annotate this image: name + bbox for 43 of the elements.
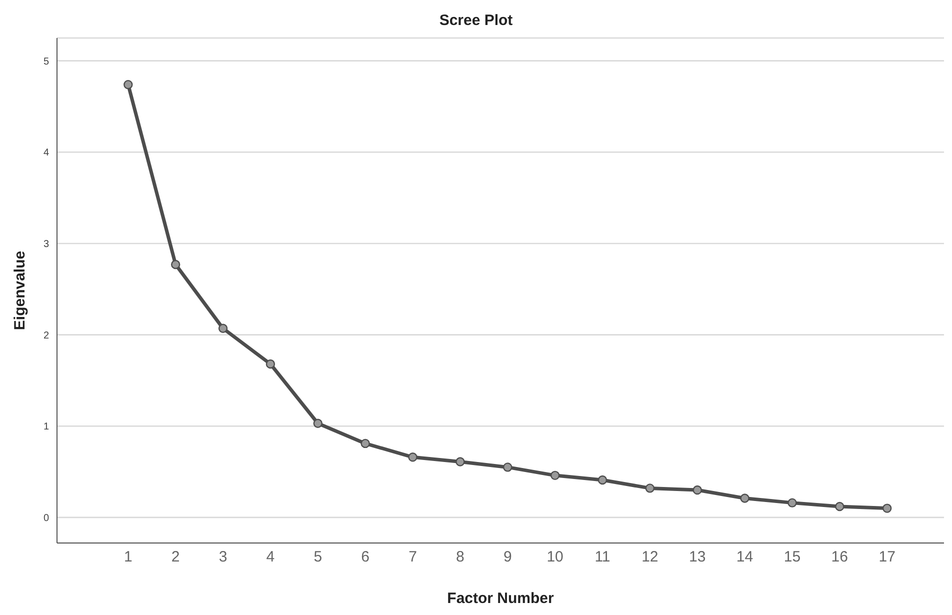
x-tick-label: 11 [594, 548, 610, 566]
y-tick-label: 4 [43, 148, 50, 159]
x-tick-label: 7 [408, 548, 417, 566]
point [124, 80, 133, 90]
x-tick-label: 10 [546, 548, 564, 566]
x-tick-label: 2 [171, 548, 180, 566]
y-tick-label: 5 [43, 56, 50, 68]
x-tick-label: 5 [314, 548, 322, 566]
x-tick-label: 1 [124, 548, 132, 566]
point [835, 502, 844, 512]
x-tick-label: 3 [218, 548, 228, 566]
x-axis-title: Factor Number [447, 590, 554, 607]
point [645, 484, 655, 493]
x-tick-label: 13 [689, 548, 706, 566]
chart-title: Scree Plot [438, 12, 514, 29]
point [503, 462, 512, 472]
point [598, 475, 608, 485]
x-tick-label: 6 [361, 548, 370, 566]
point [692, 485, 702, 495]
point [218, 324, 228, 333]
point [360, 438, 370, 448]
x-tick-label: 4 [266, 548, 275, 566]
point [740, 494, 750, 503]
x-tick-label: 16 [831, 548, 848, 566]
y-tick-label: 1 [43, 422, 50, 433]
point [788, 498, 797, 508]
x-tick-label: 15 [784, 548, 801, 566]
x-tick-label: 14 [736, 548, 754, 566]
point [550, 470, 560, 480]
point [456, 457, 465, 466]
x-tick-label: 12 [642, 548, 658, 566]
point [170, 260, 180, 270]
x-tick-label: 8 [456, 548, 464, 566]
point [266, 359, 276, 369]
y-tick-label: 3 [43, 239, 50, 250]
y-axis-title: Eigenvalue [11, 250, 28, 330]
x-tick-label: 9 [503, 548, 512, 566]
y-tick-label: 2 [43, 330, 50, 342]
point [408, 452, 418, 462]
point [313, 418, 322, 428]
y-tick-label: 0 [43, 512, 50, 524]
x-tick-label: 17 [878, 548, 896, 566]
point [882, 504, 892, 513]
